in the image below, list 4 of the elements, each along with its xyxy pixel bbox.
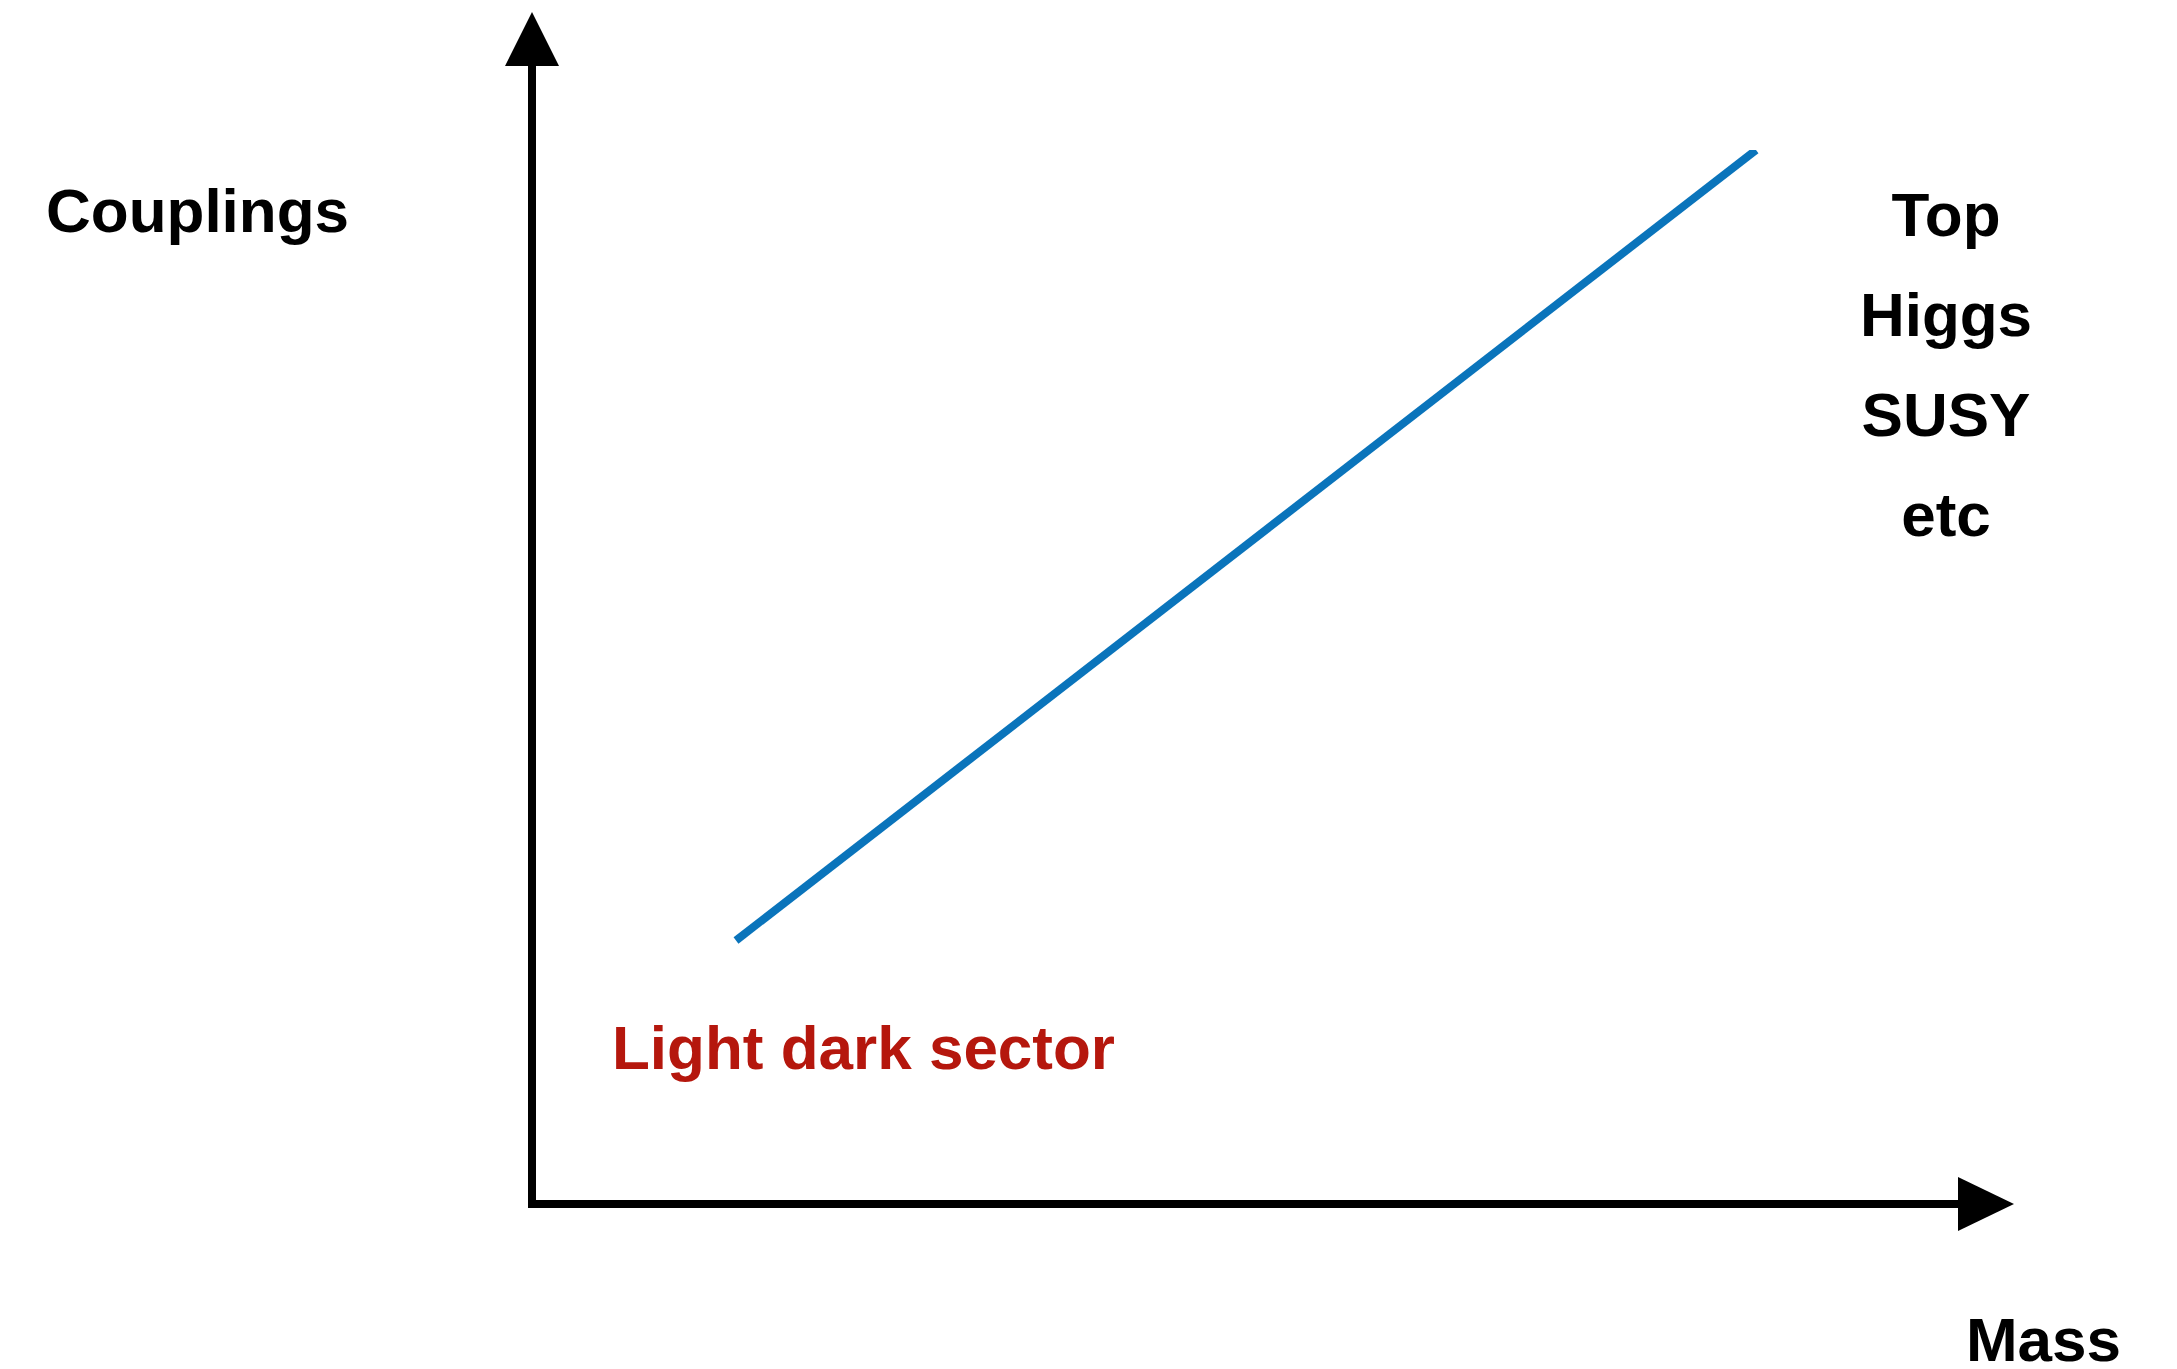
y-axis-title: Couplings [46, 175, 350, 247]
x-axis-title: Mass [1965, 1304, 2121, 1369]
annotation: Top Higgs SUSY etc [1858, 179, 2034, 551]
annotation: Light dark sector [612, 1012, 1115, 1084]
